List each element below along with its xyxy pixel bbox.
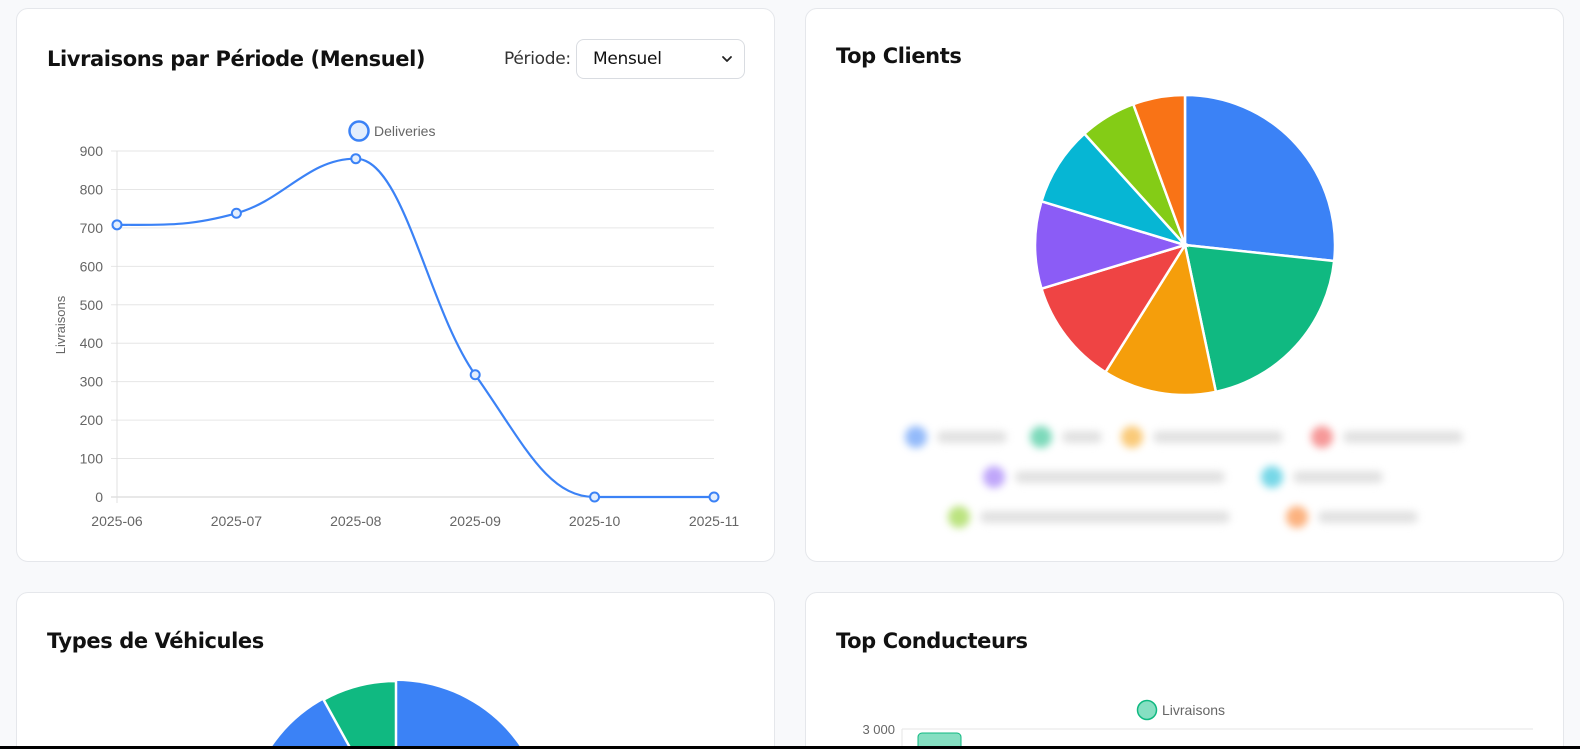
y-tick-label: 500: [80, 297, 104, 313]
data-point[interactable]: [350, 153, 362, 165]
legend-item[interactable]: [983, 466, 1225, 488]
pie-slice[interactable]: [1131, 93, 1187, 246]
y-tick-label: 100: [80, 451, 104, 467]
x-axis-ticks: 2025-06 2025-07 2025-08 2025-09 2025-10 2025-…: [91, 513, 739, 529]
y-tick-label: 3 000: [862, 722, 895, 737]
data-point[interactable]: [589, 491, 601, 503]
top-clients-card: Top Clients: [805, 8, 1564, 562]
pie-slice[interactable]: [321, 679, 398, 749]
y-tick-label: 300: [80, 374, 104, 390]
y-tick-label: 700: [80, 220, 104, 236]
deliveries-by-period-card: Livraisons par Période (Mensuel) Période…: [16, 8, 775, 562]
x-tick-label: 2025-10: [569, 513, 621, 529]
legend-item[interactable]: [905, 426, 1007, 448]
legend-label: Livraisons: [1162, 702, 1225, 718]
clients-legend-redacted: [806, 409, 1563, 539]
pie-slice[interactable]: [1183, 243, 1336, 394]
data-point[interactable]: [708, 491, 720, 503]
chart-legend[interactable]: Deliveries: [348, 120, 436, 142]
legend-swatch-icon: [348, 120, 370, 142]
legend-label: Deliveries: [374, 123, 435, 139]
data-point[interactable]: [469, 369, 481, 381]
y-tick-label: 200: [80, 412, 104, 428]
y-axis-ticks: 0 100 200 300 400 500 600 700 800 900: [80, 143, 104, 505]
legend-item[interactable]: [1311, 426, 1463, 448]
data-points[interactable]: [111, 153, 720, 503]
pie-slice[interactable]: [1033, 199, 1190, 291]
y-tick-label: 0: [95, 489, 103, 505]
y-tick-label: 800: [80, 181, 104, 197]
top-drivers-card: Top Conducteurs Livraisons 3 000: [805, 592, 1564, 749]
grid-lines: [111, 150, 714, 503]
data-point[interactable]: [230, 207, 242, 219]
card-title: Top Conducteurs: [836, 629, 1028, 653]
legend-item[interactable]: [1286, 506, 1418, 528]
legend-item[interactable]: [1121, 426, 1283, 448]
period-selected-value: Mensuel: [593, 49, 662, 69]
data-point[interactable]: [111, 219, 123, 231]
legend-item[interactable]: [1261, 466, 1383, 488]
y-axis-title: Livraisons: [53, 295, 68, 354]
chevron-down-icon: [722, 56, 732, 62]
y-tick-label: 400: [80, 335, 104, 351]
x-tick-label: 2025-07: [211, 513, 263, 529]
period-label: Période:: [504, 49, 571, 69]
legend-item[interactable]: [1030, 426, 1102, 448]
y-tick-label: 900: [80, 143, 104, 159]
legend-item[interactable]: [948, 506, 1230, 528]
bar[interactable]: [917, 732, 962, 749]
card-title: Top Clients: [836, 44, 962, 68]
chart-legend[interactable]: Livraisons: [1136, 699, 1226, 721]
period-select[interactable]: Mensuel: [576, 39, 745, 79]
top-drivers-bar-chart[interactable]: Livraisons 3 000: [806, 593, 1564, 749]
y-tick-label: 600: [80, 258, 104, 274]
top-clients-pie-chart[interactable]: [806, 9, 1564, 409]
viewport-bottom-edge: [0, 746, 1580, 749]
card-title: Livraisons par Période (Mensuel): [47, 47, 426, 71]
x-tick-label: 2025-09: [450, 513, 502, 529]
vehicle-types-pie-chart[interactable]: [17, 593, 775, 749]
x-tick-label: 2025-08: [330, 513, 382, 529]
deliveries-line: [116, 157, 714, 499]
card-title: Types de Véhicules: [47, 629, 264, 653]
legend-swatch-icon: [1136, 699, 1158, 721]
x-tick-label: 2025-11: [689, 513, 740, 529]
vehicle-types-card: Types de Véhicules: [16, 592, 775, 749]
x-tick-label: 2025-06: [91, 513, 143, 529]
pie-slice[interactable]: [1103, 241, 1218, 397]
deliveries-line-chart[interactable]: Deliveries 0100200300400500600700800900 …: [17, 9, 775, 562]
pie-slice[interactable]: [1039, 242, 1188, 374]
pie-slice[interactable]: [1183, 93, 1337, 263]
